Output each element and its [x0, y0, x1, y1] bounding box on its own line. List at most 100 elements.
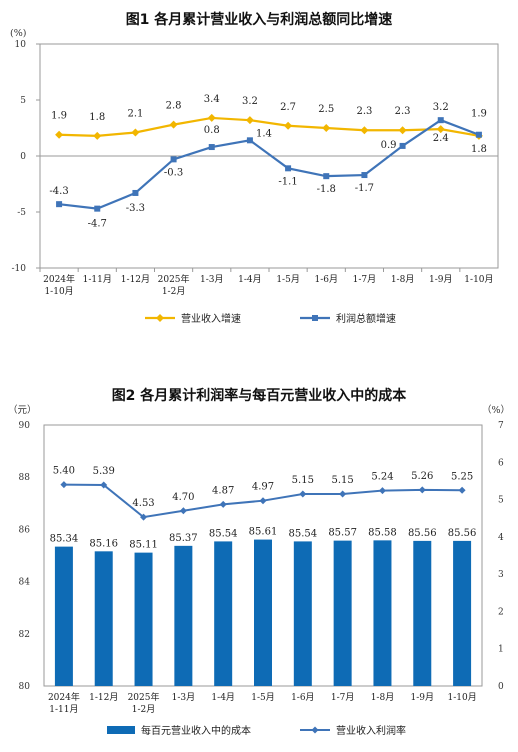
profit-growth-point — [56, 201, 63, 208]
chart2-x-tick-line: 1-6月 — [291, 692, 315, 703]
cost-bar-label: 85.34 — [50, 534, 79, 545]
cost-bar-label: 85.54 — [209, 528, 238, 539]
cost-bar-label: 85.58 — [368, 527, 397, 538]
chart2-x-tick-label: 1-5月 — [251, 692, 275, 703]
revenue-growth-label: 1.8 — [471, 144, 487, 155]
profit-margin-point — [219, 500, 227, 508]
chart2-right-y-tick: 6 — [498, 458, 504, 468]
chart2-left-y-tick: 88 — [19, 473, 31, 483]
chart2-bars: 85.34 85.16 85.11 85.37 85.54 85.61 85.54 85.57… — [50, 527, 476, 686]
revenue-growth-point — [169, 120, 178, 129]
profit-growth-label: -4.3 — [49, 186, 68, 197]
profit-margin-point — [299, 490, 307, 498]
chart2-left-y-tick: 86 — [19, 525, 31, 535]
profit-growth-point — [285, 165, 292, 172]
chart2-legend: 每百元营业收入中的成本 营业收入利润率 — [107, 724, 406, 737]
cost-bar-label: 85.16 — [89, 538, 118, 549]
profit-margin-label: 5.26 — [411, 471, 433, 482]
chart2-x-tick-label: 1-10月 — [447, 692, 476, 703]
chart2-x-tick-line: 2024年 — [48, 691, 80, 703]
profit-growth-label: -3.3 — [126, 203, 145, 214]
chart1-x-tick-label: 1-7月 — [353, 274, 377, 285]
chart2-x-tick-line: 1-9月 — [411, 692, 435, 703]
chart2-right-y-tick: 0 — [498, 682, 504, 692]
profit-growth-point — [475, 131, 482, 138]
chart1-y-tick: 0 — [20, 152, 26, 162]
chart1-y-unit: (%) — [10, 28, 26, 39]
profit-margin-point — [100, 481, 108, 489]
chart2-x-tick-line: 1-3月 — [172, 692, 196, 703]
profit-growth-label: 0.8 — [204, 125, 220, 136]
chart2-x-tick-line: 1-11月 — [49, 704, 78, 715]
chart1-x-tick-line: 2024年 — [43, 273, 75, 285]
chart1-x-tick-label: 1-12月 — [121, 274, 150, 285]
revenue-growth-point — [55, 130, 64, 139]
cost-bar — [293, 541, 312, 686]
revenue-growth-label: 2.5 — [318, 104, 334, 115]
profit-margin-point — [339, 490, 347, 498]
chart1-x-tick-line: 1-10月 — [464, 274, 493, 285]
profit-margin-label: 4.70 — [172, 492, 194, 503]
cost-bar — [134, 552, 153, 686]
chart1-x-tick-line: 1-8月 — [391, 274, 415, 285]
legend-margin-label: 营业收入利润率 — [336, 724, 406, 737]
chart1-x-tick-label: 2025年 1-2月 — [158, 273, 190, 297]
legend-revenue-marker — [156, 314, 164, 322]
revenue-growth-label: 2.3 — [356, 106, 372, 117]
revenue-growth-point — [284, 121, 293, 130]
profit-growth-label: -4.7 — [88, 219, 107, 230]
legend-profit-label: 利润总额增速 — [336, 312, 396, 325]
profit-margin-label: 5.40 — [53, 466, 75, 477]
revenue-growth-label: 2.1 — [127, 108, 143, 119]
profit-growth-label: 3.2 — [433, 102, 449, 113]
chart1-x-tick-line: 1-9月 — [429, 274, 453, 285]
cost-bar-label: 85.54 — [288, 528, 317, 539]
chart2-left-y-tick: 82 — [19, 630, 30, 640]
profit-growth-point — [94, 205, 101, 212]
chart1-x-tick-label: 1-8月 — [391, 274, 415, 285]
chart2-x-tick-line: 1-7月 — [331, 692, 355, 703]
chart1-x-tick-line: 2025年 — [158, 273, 190, 285]
chart1-x-tick-label: 1-10月 — [464, 274, 493, 285]
chart2-x-tick-line: 1-10月 — [447, 692, 476, 703]
profit-margin-point — [458, 486, 466, 494]
profit-growth-point — [323, 173, 330, 180]
profit-margin-point — [418, 486, 426, 494]
revenue-growth-label: 2.8 — [166, 101, 182, 112]
revenue-growth-point — [245, 116, 254, 125]
revenue-growth-label: 1.8 — [89, 112, 105, 123]
chart2-x-tick-line: 1-12月 — [89, 692, 118, 703]
chart1-title: 图1 各月累计营业收入与利润总额同比增速 — [126, 11, 393, 28]
revenue-growth-point — [207, 113, 216, 122]
chart2-right-y-tick: 4 — [498, 533, 504, 543]
profit-margin-point — [60, 481, 68, 489]
chart1-x-tick-line: 1-7月 — [353, 274, 377, 285]
cost-bar — [333, 540, 352, 686]
chart1-x-tick-line: 1-3月 — [200, 274, 224, 285]
revenue-growth-point — [436, 125, 445, 134]
revenue-growth-label: 1.9 — [51, 111, 67, 122]
chart1-x-tick-label: 1-9月 — [429, 274, 453, 285]
revenue-growth-label: 2.4 — [433, 133, 449, 144]
profit-margin-point — [378, 487, 386, 495]
chart2-right-y-tick: 3 — [498, 570, 504, 580]
chart2-left-y-tick: 84 — [19, 578, 31, 588]
profit-margin-label: 5.15 — [332, 475, 354, 486]
profit-growth-point — [170, 156, 177, 163]
chart1-x-tick-line: 1-11月 — [83, 274, 112, 285]
chart1-series-revenue: 1.9 1.8 2.1 2.8 3.4 3.2 2.7 2.5 2.3 2.3 2.4 1.8 — [51, 94, 487, 155]
chart1-x-tick-label: 1-5月 — [276, 274, 300, 285]
profit-growth-label: -1.1 — [278, 176, 297, 187]
chart2-x-tick-label: 1-9月 — [411, 692, 435, 703]
profit-margin-label: 5.25 — [451, 471, 473, 482]
revenue-growth-point — [131, 128, 140, 137]
revenue-growth-label: 3.2 — [242, 96, 258, 107]
chart1-y-tick: 5 — [20, 96, 26, 106]
profit-growth-point — [246, 137, 253, 144]
chart1-x-tick-line: 1-5月 — [276, 274, 300, 285]
revenue-growth-point — [398, 126, 407, 135]
chart2-x-tick-label: 1-12月 — [89, 692, 118, 703]
cost-bar — [94, 551, 113, 686]
chart2-right-unit: （%） — [482, 404, 510, 416]
chart1-x-tick-line: 1-10月 — [44, 286, 73, 297]
